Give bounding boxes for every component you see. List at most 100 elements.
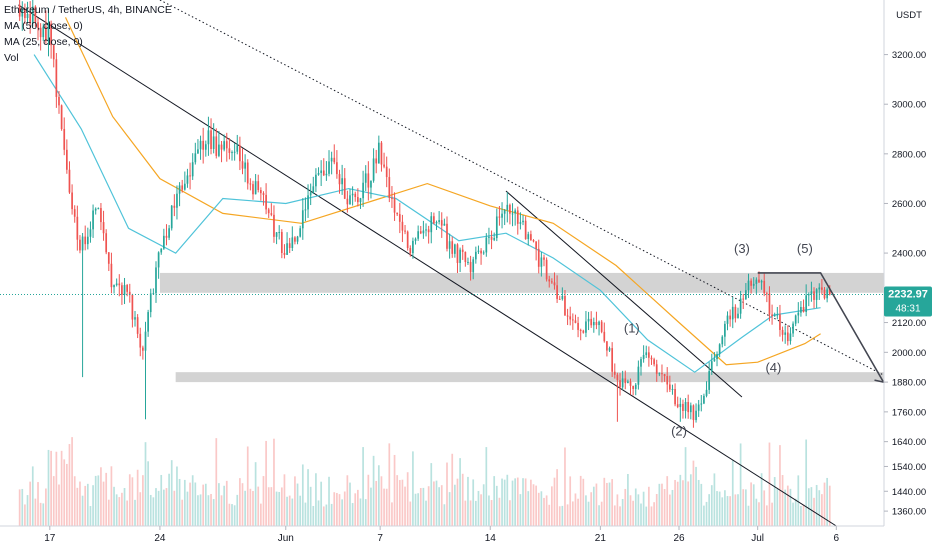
volume-bar <box>409 501 412 526</box>
volume-bar <box>163 489 165 526</box>
candle-body <box>477 250 480 252</box>
candle-body <box>45 26 47 41</box>
volume-bar <box>346 475 349 526</box>
candle-body <box>270 213 273 215</box>
volume-bar <box>372 455 375 526</box>
volume-bar <box>183 479 186 526</box>
time-axis[interactable]: 17 24 Jun 7 14 21 26 Jul 6 <box>0 525 884 544</box>
candle-body <box>430 216 433 233</box>
legend-symbol[interactable]: Ethereum / TetherUS, 4h, BINANCE <box>4 4 172 16</box>
volume-bar <box>684 447 687 526</box>
volume-bar <box>86 483 89 526</box>
volume-bar <box>590 492 593 526</box>
candle-body <box>493 238 496 240</box>
candle-body <box>79 239 81 251</box>
volume-bar <box>661 483 663 526</box>
candle-body <box>616 374 619 381</box>
candle-body <box>280 232 283 253</box>
volume-bar <box>692 460 695 526</box>
candle-body <box>267 209 270 214</box>
candle-body <box>315 174 317 187</box>
candle-body <box>786 332 789 342</box>
volume-bar <box>26 495 29 526</box>
candle-body <box>540 257 543 267</box>
candle-body <box>797 312 800 316</box>
candle-body <box>435 221 438 224</box>
candle-body <box>283 252 286 255</box>
volume-bar <box>548 504 551 526</box>
candle-body <box>165 235 168 238</box>
candle-body <box>527 234 530 240</box>
volume-bar <box>170 460 173 526</box>
candle-body <box>810 291 813 295</box>
candle-body <box>503 209 506 214</box>
legend-ma50[interactable]: MA (50, close, 0) <box>4 20 83 32</box>
candle-body <box>506 204 509 210</box>
volume-bar <box>537 492 540 526</box>
candle-body <box>603 331 606 342</box>
candle-body <box>364 173 367 183</box>
candle-body <box>713 359 716 362</box>
volume-bar <box>755 498 758 526</box>
volume-bar <box>689 474 692 526</box>
legend-vol[interactable]: Vol <box>4 52 19 64</box>
candle-body <box>257 181 260 191</box>
candle-body <box>703 395 705 404</box>
candle-body <box>325 173 328 176</box>
price-tick-label: 1440.00 <box>892 487 926 498</box>
volume-bar <box>716 491 718 526</box>
volume-bar <box>786 485 789 526</box>
candle-body <box>225 141 228 149</box>
candle-body <box>375 158 378 164</box>
volume-bar <box>797 475 800 526</box>
price-axis[interactable]: USDT <box>883 0 932 526</box>
candle-body <box>650 357 653 360</box>
candle-body <box>338 174 341 185</box>
volume-bar <box>60 450 63 526</box>
candle-body <box>210 130 212 149</box>
volume-bar <box>160 474 163 526</box>
price-tick-label: 1540.00 <box>892 462 926 473</box>
price-axis-panel <box>884 0 932 526</box>
candle-body <box>474 251 477 260</box>
volume-bar <box>760 473 763 526</box>
candle-body <box>571 319 574 321</box>
volume-bar <box>207 495 210 526</box>
wave-label: (2) <box>671 423 687 438</box>
volume-bar <box>498 497 501 526</box>
candle-body <box>826 289 828 299</box>
candle-body <box>357 197 359 203</box>
candle-body <box>163 235 165 249</box>
candle-body <box>472 259 475 273</box>
volume-bar <box>734 494 737 526</box>
volume-bar <box>545 495 548 526</box>
candle-body <box>63 128 66 150</box>
volume-bar <box>45 488 47 526</box>
volume-bar <box>249 488 252 526</box>
volume-bar <box>328 476 330 526</box>
volume-bar <box>708 494 711 526</box>
candle-body <box>168 228 170 238</box>
candle-body <box>401 221 404 231</box>
volume-bar <box>435 480 438 526</box>
wave-label: (3) <box>734 241 750 256</box>
volume-bar <box>351 503 354 526</box>
volume-bar <box>745 489 747 526</box>
volume-bar <box>443 504 446 526</box>
price-tick-label: 1880.00 <box>892 378 926 389</box>
candle-body <box>419 231 422 234</box>
volume-bar <box>241 483 244 526</box>
volume-bar <box>357 489 359 526</box>
candle-body <box>121 285 123 295</box>
volume-bar <box>173 490 176 526</box>
volume-bar <box>592 486 595 526</box>
volume-bar <box>653 502 655 526</box>
legend-ma25[interactable]: MA (25, close, 0) <box>4 36 83 48</box>
candle-body <box>718 344 721 355</box>
candle-body <box>60 105 63 129</box>
candle-body <box>181 185 184 190</box>
volume-bar <box>307 469 309 526</box>
candle-body <box>396 212 399 215</box>
candle-body <box>333 157 336 163</box>
